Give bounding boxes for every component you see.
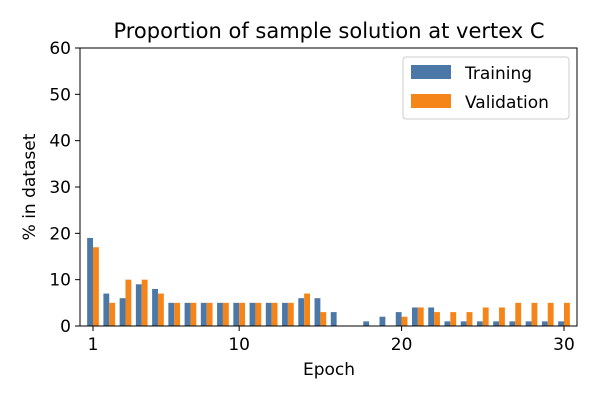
y-axis-ticks: 0 10 20 30 40 50 60 <box>49 39 80 337</box>
legend-swatch-validation <box>411 94 451 108</box>
bar-validation-epoch-9 <box>222 302 229 326</box>
legend: Training Validation <box>402 56 570 120</box>
bar-validation-epoch-13 <box>287 302 294 326</box>
x-tick-label: 30 <box>553 335 575 355</box>
bar-training-epoch-14 <box>298 298 305 326</box>
bar-training-epoch-23 <box>444 321 451 326</box>
bar-training-epoch-21 <box>411 307 418 326</box>
y-tick-label: 20 <box>49 224 71 244</box>
y-tick-label: 40 <box>49 132 71 152</box>
y-tick-label: 30 <box>49 178 71 198</box>
x-tick-label: 10 <box>228 335 250 355</box>
bar-training-epoch-16 <box>330 312 337 326</box>
bar-validation-epoch-8 <box>206 302 213 326</box>
bar-training-epoch-19 <box>379 316 386 326</box>
bar-training-epoch-26 <box>493 321 500 326</box>
bar-training-epoch-13 <box>282 302 288 326</box>
bars-group <box>87 237 570 326</box>
bar-validation-epoch-24 <box>466 312 473 326</box>
bar-validation-epoch-29 <box>547 302 554 326</box>
bar-validation-epoch-25 <box>482 307 489 326</box>
bar-validation-epoch-10 <box>239 302 246 326</box>
bar-training-epoch-10 <box>233 302 240 326</box>
y-axis-label: % in dataset <box>20 133 40 240</box>
bar-training-epoch-1 <box>87 237 93 326</box>
legend-swatch-training <box>411 65 451 79</box>
bar-training-epoch-30 <box>558 321 565 326</box>
bar-training-epoch-25 <box>476 321 483 326</box>
y-tick-label: 10 <box>49 271 71 291</box>
bar-validation-epoch-3 <box>125 279 132 326</box>
bar-training-epoch-7 <box>184 302 191 326</box>
legend-label-training: Training <box>464 64 532 84</box>
bar-validation-epoch-27 <box>515 302 522 326</box>
bar-validation-epoch-4 <box>141 279 148 326</box>
bar-training-epoch-9 <box>217 302 223 326</box>
y-tick-label: 60 <box>49 39 71 59</box>
bar-validation-epoch-20 <box>401 316 408 326</box>
bar-training-epoch-5 <box>152 288 158 326</box>
bar-training-epoch-4 <box>135 284 142 326</box>
bar-training-epoch-18 <box>363 321 370 326</box>
bar-training-epoch-29 <box>541 321 548 326</box>
bar-training-epoch-2 <box>103 293 110 326</box>
bar-training-epoch-28 <box>525 321 532 326</box>
bar-validation-epoch-28 <box>531 302 538 326</box>
bar-training-epoch-3 <box>119 298 126 326</box>
bar-validation-epoch-15 <box>320 312 327 326</box>
legend-label-validation: Validation <box>465 93 549 113</box>
bar-validation-epoch-5 <box>157 293 164 326</box>
bar-validation-epoch-6 <box>174 302 181 326</box>
bar-training-epoch-24 <box>460 321 467 326</box>
bar-training-epoch-20 <box>395 312 402 326</box>
bar-validation-epoch-22 <box>434 312 440 326</box>
chart-title: Proportion of sample solution at vertex … <box>113 19 544 43</box>
bar-training-epoch-11 <box>249 302 256 326</box>
bar-validation-epoch-12 <box>271 302 278 326</box>
bar-training-epoch-12 <box>265 302 272 326</box>
bar-validation-epoch-2 <box>109 302 116 326</box>
bar-validation-epoch-26 <box>499 307 505 326</box>
bar-validation-epoch-30 <box>564 302 570 326</box>
bar-training-epoch-15 <box>314 298 321 326</box>
y-tick-label: 50 <box>49 85 71 105</box>
bar-validation-epoch-14 <box>304 293 310 326</box>
bar-validation-epoch-7 <box>190 302 197 326</box>
bar-validation-epoch-23 <box>450 312 457 326</box>
x-axis-ticks: 1 10 20 30 <box>88 326 575 355</box>
bar-validation-epoch-1 <box>92 247 99 326</box>
bar-training-epoch-8 <box>200 302 207 326</box>
y-tick-label: 0 <box>60 317 71 337</box>
bar-training-epoch-22 <box>428 307 435 326</box>
bar-training-epoch-27 <box>509 321 516 326</box>
x-tick-label: 20 <box>391 335 413 355</box>
bar-validation-epoch-21 <box>417 307 424 326</box>
bar-training-epoch-6 <box>168 302 175 326</box>
bar-validation-epoch-11 <box>255 302 262 326</box>
x-tick-label: 1 <box>88 335 99 355</box>
x-axis-label: Epoch <box>303 360 355 380</box>
